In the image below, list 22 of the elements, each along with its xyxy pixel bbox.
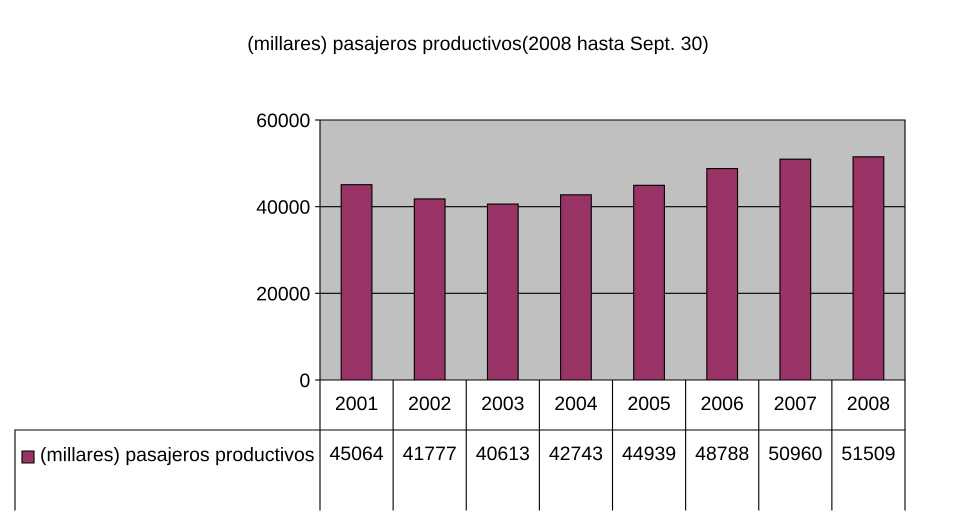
data-label: 45064 xyxy=(330,446,384,460)
x-tick-label: 2004 xyxy=(555,396,597,410)
legend-label: (millares) pasajeros productivos xyxy=(41,447,314,466)
data-label: 50960 xyxy=(769,446,822,460)
x-tick-label: 2008 xyxy=(848,396,890,410)
x-tick-label: 2007 xyxy=(774,396,816,410)
y-tick-label: 60000 xyxy=(257,113,310,128)
chart-title: (millares) pasajeros productivos(2008 hasta Sept. 30) xyxy=(248,36,708,54)
data-label: 44939 xyxy=(622,446,676,460)
x-tick-label: 2005 xyxy=(628,396,670,410)
y-tick-label: 0 xyxy=(300,373,310,388)
y-tick-label: 40000 xyxy=(256,200,310,214)
data-label: 41777 xyxy=(403,446,456,460)
y-tick-label: 20000 xyxy=(257,286,310,301)
data-label: 48788 xyxy=(696,446,748,460)
x-tick-label: 2001 xyxy=(336,396,378,410)
data-label: 51509 xyxy=(842,446,895,460)
data-label: 40613 xyxy=(476,446,529,460)
x-tick-label: 2006 xyxy=(702,396,743,410)
x-tick-label: 2003 xyxy=(482,396,524,410)
data-label: 42743 xyxy=(549,446,602,460)
x-tick-label: 2002 xyxy=(409,396,450,410)
